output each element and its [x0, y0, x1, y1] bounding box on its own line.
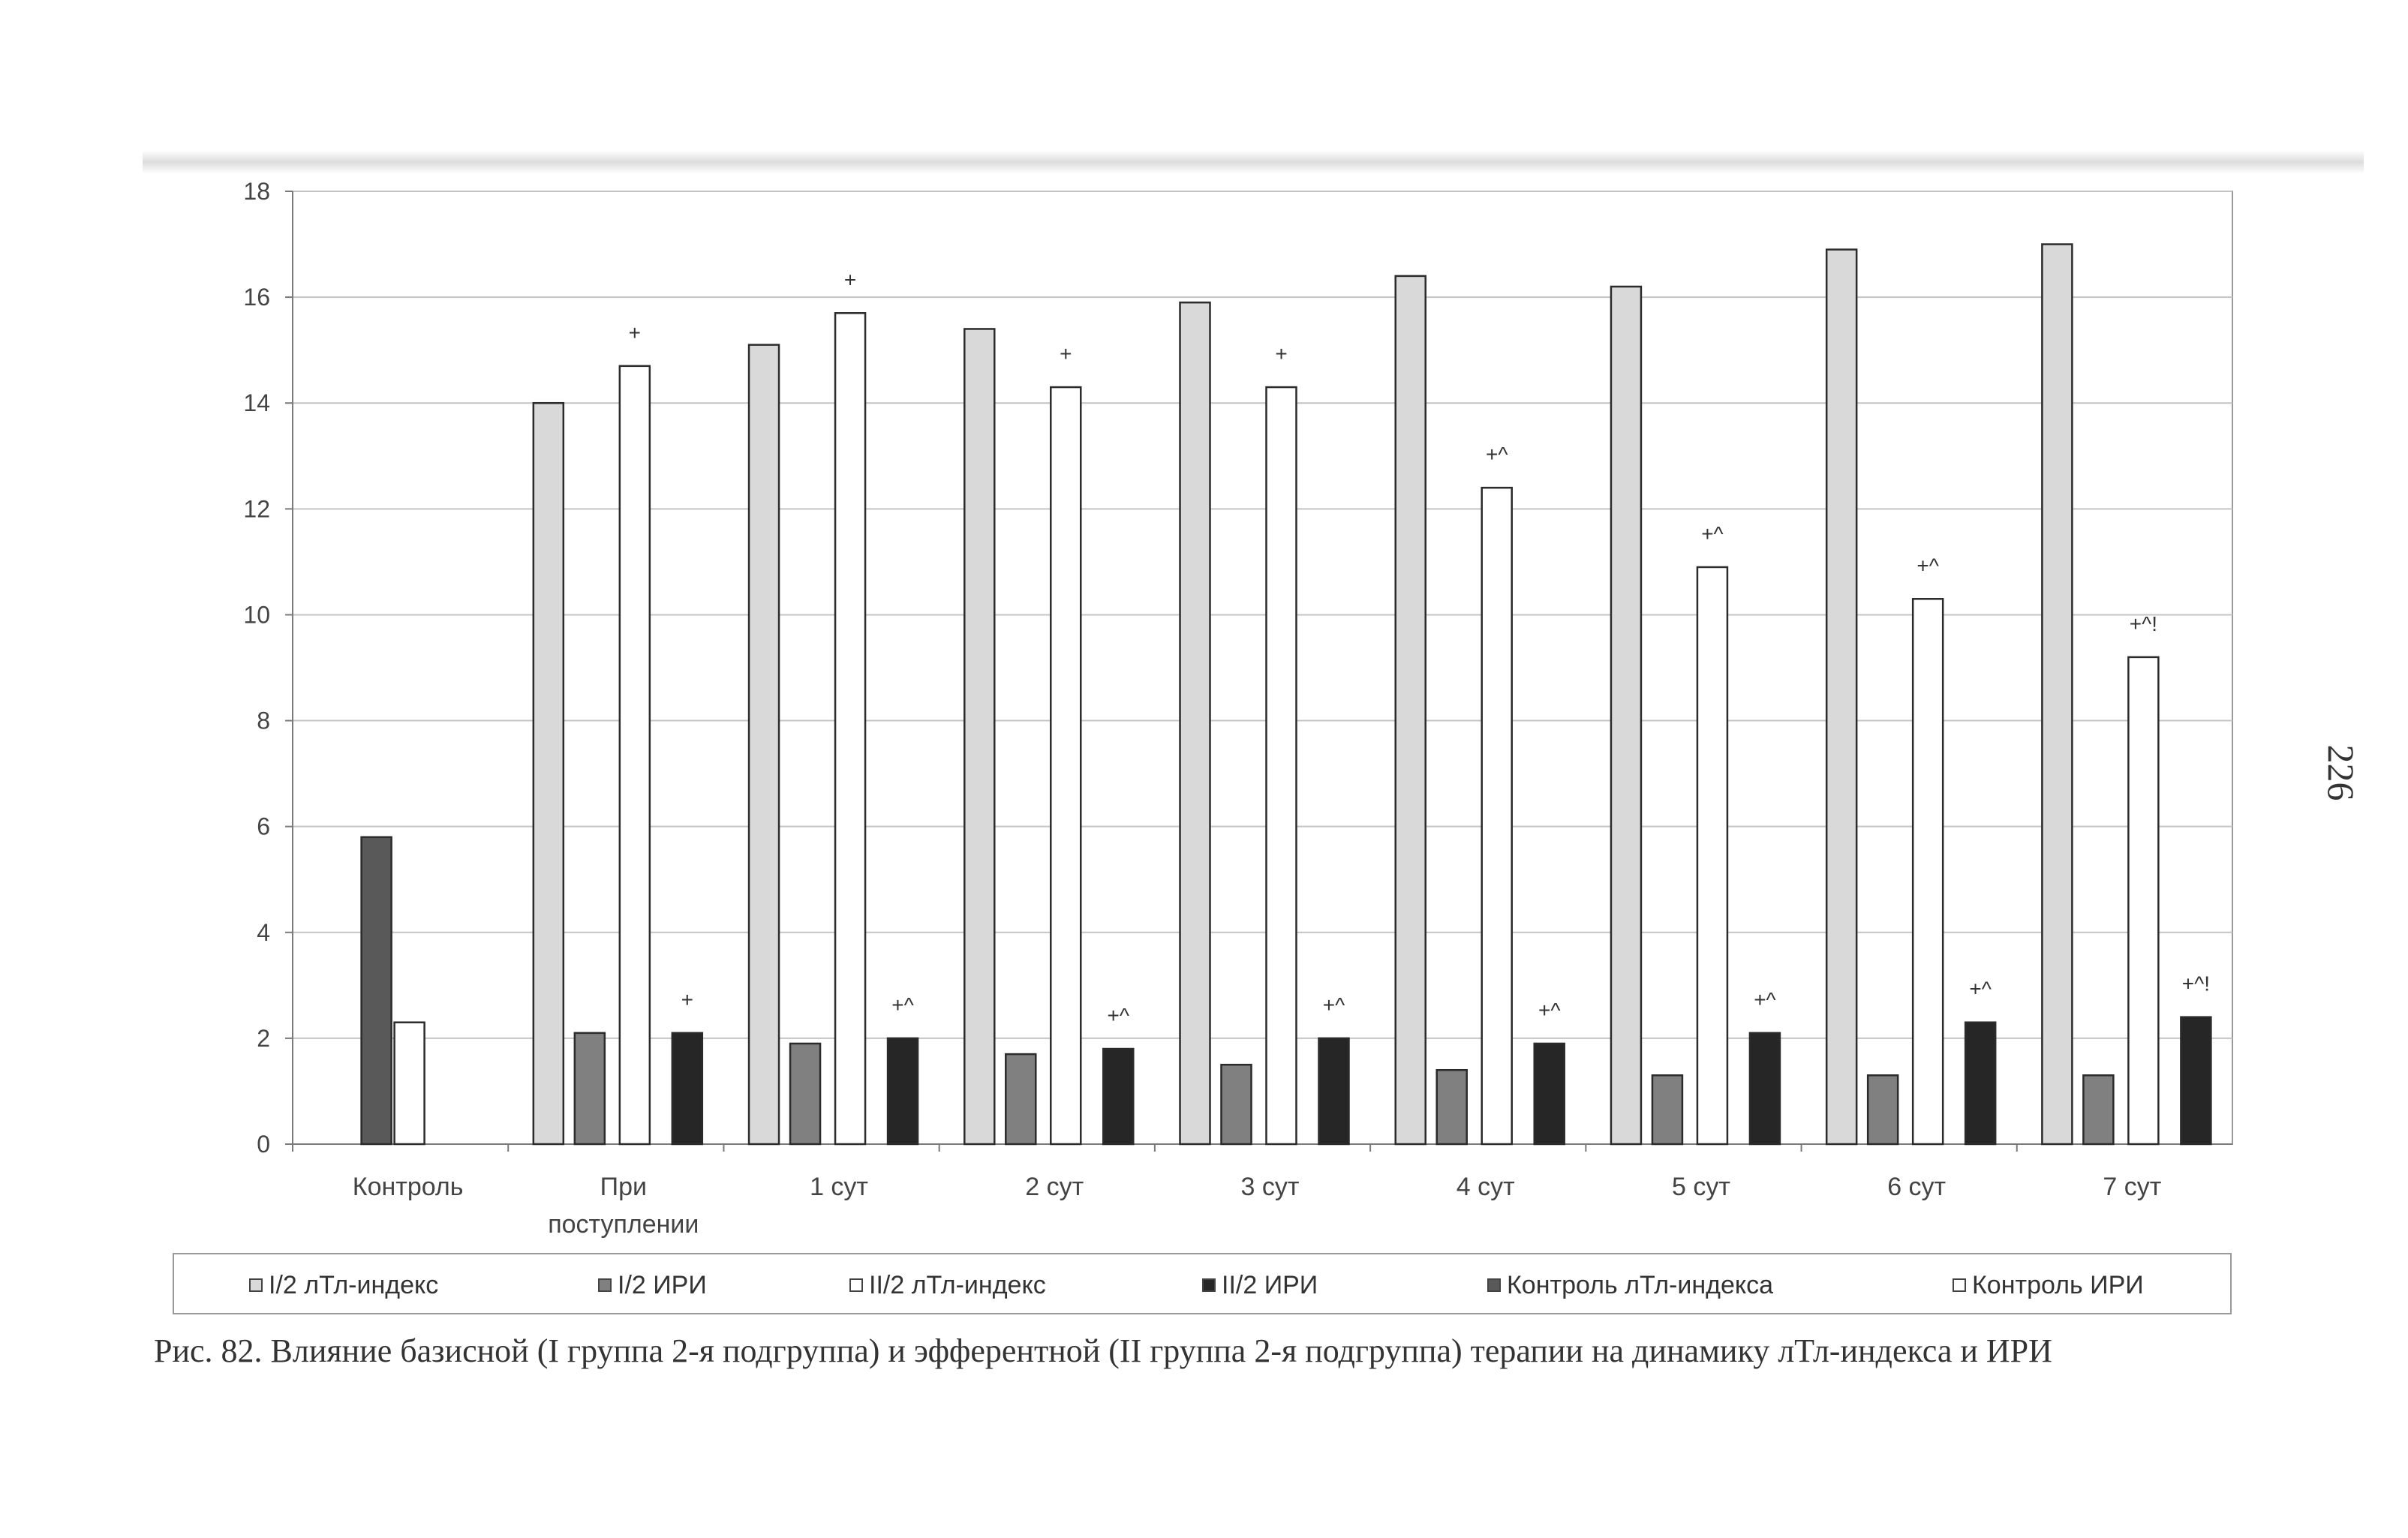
legend-swatch — [249, 1278, 263, 1292]
legend-label: Контроль лТл-индекса — [1507, 1270, 1774, 1299]
legend-label: I/2 лТл-индекс — [269, 1270, 439, 1299]
bar — [1610, 285, 1643, 1146]
bar — [834, 312, 867, 1146]
legend-swatch — [1487, 1278, 1501, 1292]
bar — [532, 401, 565, 1146]
significance-mark: +^ — [1916, 554, 1939, 577]
page-number: 226 — [2320, 744, 2362, 801]
scan-shadow-band — [143, 150, 2364, 174]
legend-swatch — [1953, 1278, 1966, 1292]
y-tick-label: 14 — [243, 389, 270, 416]
y-tick-label: 8 — [257, 707, 270, 734]
x-tick-label: поступлении — [548, 1210, 699, 1239]
x-tick-label: 5 сут — [1672, 1173, 1730, 1201]
legend-label: II/2 лТл-индекс — [869, 1270, 1046, 1299]
legend-item: II/2 лТл-индекс — [849, 1254, 1046, 1316]
legend-swatch — [598, 1278, 612, 1292]
bar — [789, 1042, 822, 1146]
x-tick-label: 6 сут — [1887, 1173, 1946, 1201]
y-tick-label: 4 — [257, 919, 270, 946]
y-tick-label: 0 — [257, 1131, 270, 1158]
legend-item: Контроль ИРИ — [1953, 1254, 2144, 1316]
significance-mark: +^ — [891, 993, 914, 1017]
bar — [886, 1037, 919, 1146]
bar — [1825, 248, 1858, 1146]
legend-item: I/2 ИРИ — [598, 1254, 707, 1316]
bar — [1318, 1037, 1350, 1146]
legend-item: II/2 ИРИ — [1202, 1254, 1318, 1316]
legend-swatch — [1202, 1278, 1216, 1292]
significance-mark: +^ — [1108, 1004, 1130, 1027]
bar — [1179, 301, 1211, 1146]
y-tick-label: 2 — [257, 1025, 270, 1052]
y-tick-label: 16 — [243, 284, 270, 311]
bar — [1911, 598, 1944, 1146]
bar — [573, 1032, 606, 1146]
y-tick-label: 6 — [257, 813, 270, 840]
bar — [1651, 1074, 1684, 1146]
significance-mark: + — [629, 321, 641, 344]
bar — [1964, 1021, 1997, 1146]
legend-label: I/2 ИРИ — [618, 1270, 707, 1299]
bar-chart: 0 2 4 6 8 10 12 14 16 18 Контроль При поступлении 1 с… — [243, 178, 2233, 1239]
bar — [1265, 386, 1297, 1146]
significance-mark: + — [681, 988, 693, 1011]
bar — [2127, 656, 2160, 1146]
x-tick-label: 1 сут — [810, 1173, 868, 1201]
bar — [1050, 386, 1082, 1146]
figure-caption: Рис. 82. Влияние базисной (I группа 2-я … — [154, 1332, 2052, 1369]
legend-item: Контроль лТл-индекса — [1487, 1254, 1773, 1316]
x-tick-label: 7 сут — [2103, 1173, 2161, 1201]
significance-mark: +^ — [1754, 988, 1776, 1011]
significance-mark: +^! — [2130, 612, 2157, 635]
significance-mark: +^ — [1486, 443, 1508, 466]
bar — [393, 1021, 425, 1146]
bar — [1866, 1074, 1899, 1146]
bar — [1220, 1063, 1252, 1146]
bar — [964, 328, 996, 1146]
x-tick-label: 4 сут — [1457, 1173, 1515, 1201]
x-tick-label: 2 сут — [1025, 1173, 1084, 1201]
x-tick-label: 3 сут — [1241, 1173, 1300, 1201]
bar — [1005, 1053, 1037, 1146]
y-tick-label: 12 — [243, 495, 270, 522]
bar — [747, 344, 780, 1146]
bar — [2041, 243, 2073, 1146]
significance-mark: +^! — [2182, 972, 2210, 996]
significance-mark: +^ — [1701, 522, 1724, 545]
legend-label: Контроль ИРИ — [1972, 1270, 2144, 1299]
bar — [1748, 1032, 1781, 1146]
significance-mark: + — [1060, 342, 1072, 365]
bar — [1533, 1042, 1565, 1146]
significance-mark: +^ — [1323, 993, 1345, 1017]
significance-mark: + — [1275, 342, 1287, 365]
bar — [1696, 566, 1729, 1146]
bar — [360, 836, 392, 1146]
bar — [618, 365, 651, 1146]
significance-mark: +^ — [1538, 999, 1561, 1022]
bar — [1435, 1068, 1468, 1146]
legend-label: II/2 ИРИ — [1222, 1270, 1318, 1299]
bar — [1481, 486, 1513, 1146]
bar — [2180, 1016, 2212, 1146]
significance-mark: + — [844, 268, 856, 291]
bar — [1102, 1047, 1135, 1146]
bar — [2082, 1074, 2115, 1146]
legend-swatch — [849, 1278, 863, 1292]
plot-area — [292, 191, 2233, 1145]
y-tick-label: 18 — [243, 178, 270, 205]
x-tick-label: При — [600, 1173, 647, 1201]
x-tick-label: Контроль — [353, 1173, 464, 1201]
bar — [671, 1032, 704, 1146]
significance-mark: +^ — [1969, 978, 1992, 1001]
y-tick-label: 10 — [243, 601, 270, 628]
bar — [1394, 275, 1426, 1146]
legend-item: I/2 лТл-индекс — [249, 1254, 438, 1316]
chart-legend: I/2 лТл-индекс I/2 ИРИ II/2 лТл-индекс II/2… — [173, 1253, 2232, 1314]
